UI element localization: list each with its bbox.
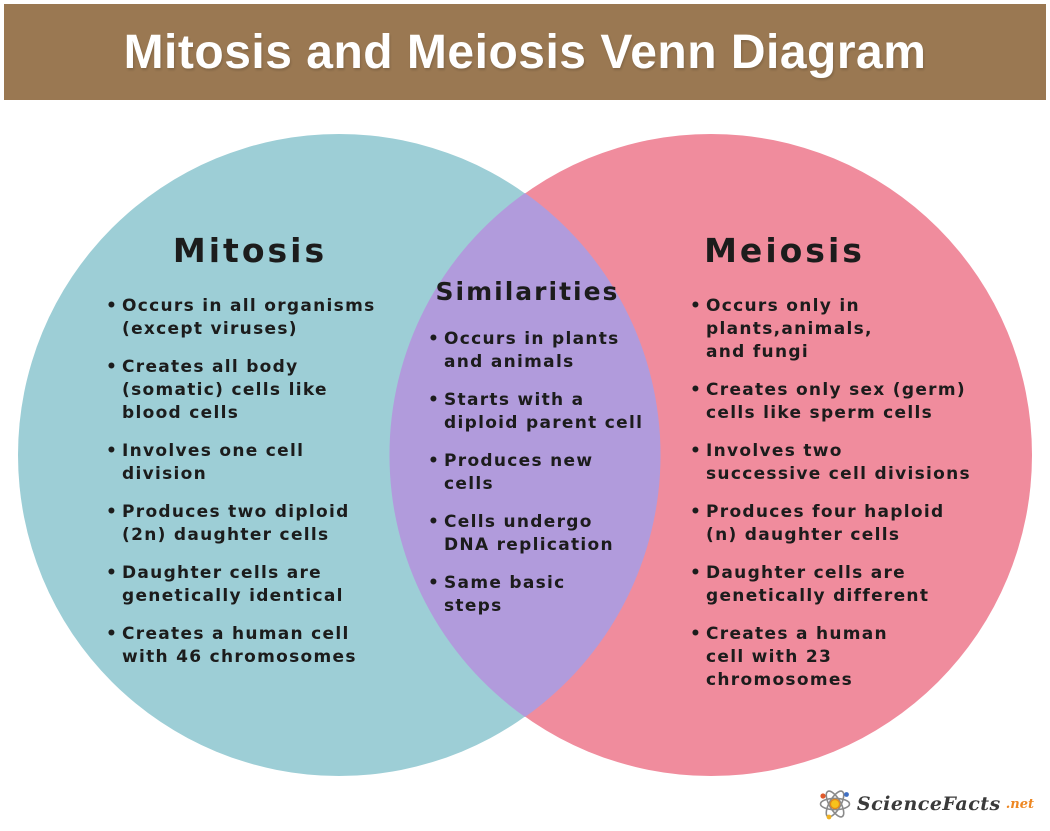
list-item: Produces two diploid (2n) daughter cells bbox=[106, 501, 426, 547]
page-title: Mitosis and Meiosis Venn Diagram bbox=[123, 25, 927, 79]
list-item: Same basic steps bbox=[428, 572, 658, 618]
list-item: Creates a human cell with 46 chromosomes bbox=[106, 623, 426, 669]
list-item: Produces new cells bbox=[428, 450, 658, 496]
list-item: Cells undergo DNA replication bbox=[428, 511, 658, 557]
list-item: Creates a human cell with 23 chromosomes bbox=[690, 623, 1020, 692]
mitosis-heading: Mitosis bbox=[172, 231, 328, 270]
list-item: Creates all body (somatic) cells like bl… bbox=[106, 356, 426, 425]
brand-name: ScienceFacts bbox=[856, 793, 1001, 815]
meiosis-heading: Meiosis bbox=[704, 231, 865, 270]
meiosis-list: Occurs only in plants,animals, and fungi… bbox=[690, 295, 1020, 707]
header-bar: Mitosis and Meiosis Venn Diagram bbox=[4, 4, 1046, 100]
list-item: Produces four haploid (n) daughter cells bbox=[690, 501, 1020, 547]
list-item: Daughter cells are genetically identical bbox=[106, 562, 426, 608]
brand-tld: .net bbox=[1005, 796, 1034, 812]
list-item: Occurs in all organisms (except viruses) bbox=[106, 295, 426, 341]
sciencefacts-logo: ScienceFacts .net bbox=[818, 786, 1034, 822]
list-item: Involves two successive cell divisions bbox=[690, 440, 1020, 486]
mitosis-list: Occurs in all organisms (except viruses)… bbox=[106, 295, 426, 684]
list-item: Occurs only in plants,animals, and fungi bbox=[690, 295, 1020, 364]
atom-icon bbox=[819, 790, 851, 820]
similarities-list: Occurs in plants and animals Starts with … bbox=[428, 328, 658, 633]
list-item: Occurs in plants and animals bbox=[428, 328, 658, 374]
list-item: Involves one cell division bbox=[106, 440, 426, 486]
list-item: Daughter cells are genetically different bbox=[690, 562, 1020, 608]
list-item: Starts with a diploid parent cell bbox=[428, 389, 658, 435]
list-item: Creates only sex (germ) cells like sperm… bbox=[690, 379, 1020, 425]
similarities-heading: Similarities bbox=[435, 277, 620, 306]
